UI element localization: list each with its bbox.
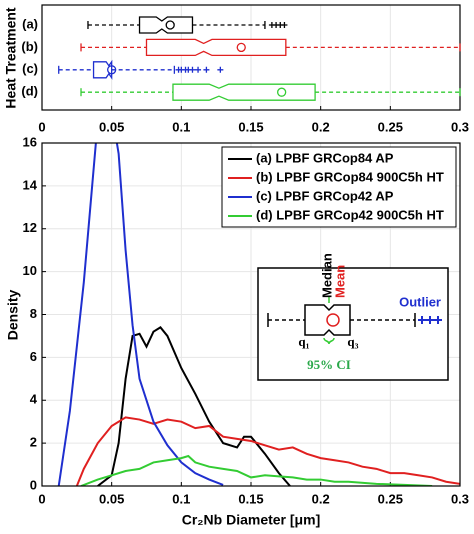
inset-mean-label: Mean (332, 265, 347, 298)
x-axis-label: Cr₂Nb Diameter [μm] (182, 512, 320, 528)
density-line (97, 326, 291, 486)
density-line (80, 454, 433, 486)
y-tick-label: 2 (30, 435, 37, 450)
density-line (57, 143, 224, 486)
y-axis-label: Heat Treatment (3, 7, 19, 108)
axes-frame (41, 4, 461, 111)
y-tick-label: 6 (30, 349, 37, 364)
y-tick-label: 12 (23, 220, 37, 235)
mean (236, 42, 246, 53)
x-tick-label: 0.2 (312, 119, 330, 134)
inset-legend: Outlier Mean Median q₁ q₃ 95% CI (257, 253, 449, 381)
outlier (281, 22, 288, 28)
inset-frame (257, 267, 449, 381)
y-tick-label: (c) (22, 61, 38, 76)
y-axis-label: Density (5, 290, 21, 341)
plot-area (57, 143, 460, 486)
x-tick-label: 0.3 (451, 119, 469, 134)
inset-mean (326, 313, 340, 327)
inset-outlier-label: Outlier (399, 294, 441, 309)
outlier (217, 66, 224, 73)
mean (107, 65, 117, 75)
x-tick-label: 0 (38, 491, 45, 506)
outlier (195, 66, 202, 73)
x-tick-label: 0.1 (172, 119, 190, 134)
axes-frame (41, 142, 461, 487)
inset-ci-brace (323, 297, 335, 345)
x-tick-label: 0.3 (451, 491, 469, 506)
x-tick-label: 0.15 (238, 119, 263, 134)
y-tick-label: 4 (30, 392, 38, 407)
box (92, 59, 113, 80)
legend-label: (b) LPBF GRCop84 900C5h HT (256, 169, 444, 184)
x-tick-label: 0.05 (99, 119, 124, 134)
mean (277, 87, 287, 97)
box (172, 83, 316, 101)
legend-label: (c) LPBF GRCop42 AP (256, 188, 394, 203)
legend-frame (221, 146, 457, 228)
y-tick-label: 8 (30, 306, 37, 321)
x-tick-label: 0.2 (312, 491, 330, 506)
outlier (189, 66, 196, 73)
inset-ci-label: 95% CI (307, 357, 351, 372)
inset-median-label: Median (319, 253, 334, 298)
y-tick-label: (d) (21, 84, 38, 99)
x-tick-label: 0.25 (378, 119, 403, 134)
legend-label: (a) LPBF GRCop84 AP (256, 150, 394, 165)
y-tick-label: 0 (30, 477, 37, 492)
y-tick-label: 16 (23, 134, 37, 149)
density-line (75, 416, 460, 486)
box (145, 38, 287, 57)
x-tick-label: 0 (38, 119, 45, 134)
inset-box (304, 304, 351, 336)
inset-q1-label: q₁ (298, 334, 309, 349)
x-tick-label: 0.25 (378, 491, 403, 506)
inset-outliers (418, 316, 442, 324)
y-tick-label: 14 (23, 177, 38, 192)
x-tick-label: 0.1 (172, 491, 190, 506)
outlier (203, 66, 210, 73)
inset-q3-label: q₃ (347, 334, 358, 349)
y-tick-label: 10 (23, 263, 37, 278)
x-tick-label: 0.15 (238, 491, 263, 506)
y-tick-label: (b) (21, 39, 38, 54)
y-tick-label: (a) (22, 16, 38, 31)
mean (165, 20, 175, 30)
legend-label: (d) LPBF GRCop42 900C5h HT (256, 207, 444, 222)
x-tick-label: 0.05 (99, 491, 124, 506)
